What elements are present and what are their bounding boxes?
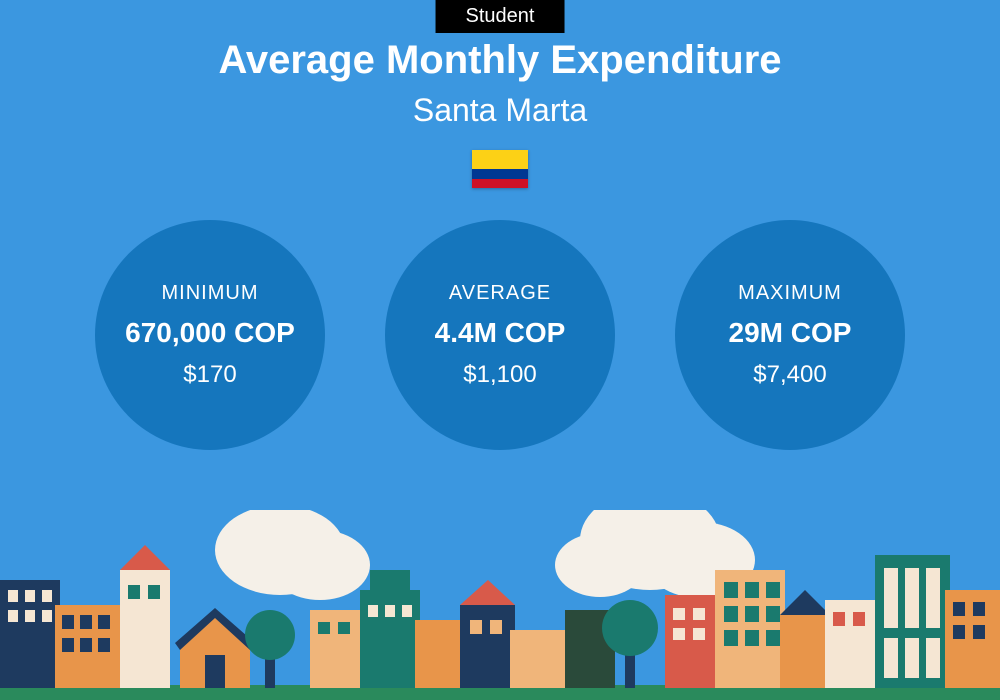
stat-usd: $170 xyxy=(183,361,236,389)
cityscape-illustration xyxy=(0,510,1000,700)
flag-stripe-0 xyxy=(472,150,528,169)
page-title: Average Monthly Expenditure xyxy=(0,38,1000,83)
location-subtitle: Santa Marta xyxy=(0,92,1000,129)
stat-circle-maximum: MAXIMUM 29M COP $7,400 xyxy=(675,220,905,450)
stat-circle-average: AVERAGE 4.4M COP $1,100 xyxy=(385,220,615,450)
stat-label: AVERAGE xyxy=(449,282,551,305)
country-flag-icon xyxy=(472,150,528,188)
stat-usd: $7,400 xyxy=(753,361,826,389)
badge-label: Student xyxy=(466,5,535,27)
stat-label: MINIMUM xyxy=(162,282,259,305)
flag-stripe-2 xyxy=(472,179,528,189)
stat-value: 670,000 COP xyxy=(125,317,295,349)
infographic-container: Student Average Monthly Expenditure Sant… xyxy=(0,0,1000,700)
stat-value: 4.4M COP xyxy=(435,317,566,349)
stat-usd: $1,100 xyxy=(463,361,536,389)
stat-label: MAXIMUM xyxy=(738,282,842,305)
stat-circles-row: MINIMUM 670,000 COP $170 AVERAGE 4.4M CO… xyxy=(0,220,1000,450)
stat-circle-minimum: MINIMUM 670,000 COP $170 xyxy=(95,220,325,450)
stat-value: 29M COP xyxy=(729,317,852,349)
category-badge: Student xyxy=(436,0,565,33)
flag-stripe-1 xyxy=(472,169,528,179)
